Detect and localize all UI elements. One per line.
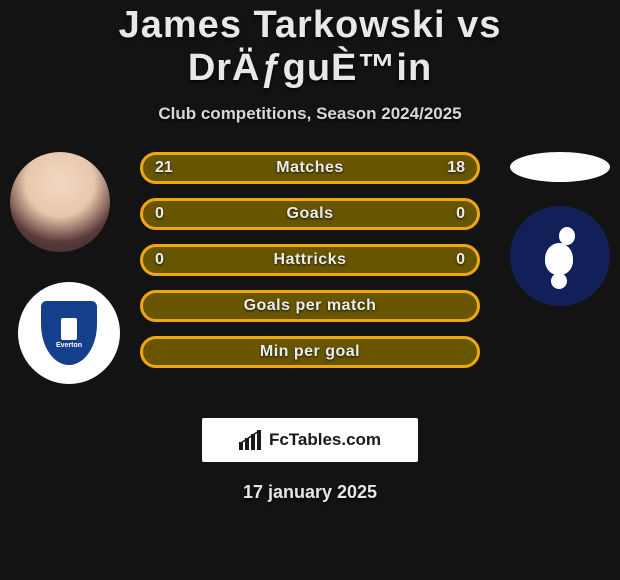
stat-row-goals-per-match: Goals per match — [140, 290, 480, 322]
stat-left-value: 21 — [155, 159, 173, 177]
everton-crest-icon: Everton — [41, 301, 97, 365]
stat-right-value: 0 — [456, 251, 465, 269]
stat-right-value: 0 — [456, 205, 465, 223]
stat-label: Hattricks — [274, 251, 347, 269]
stat-rows: 21 Matches 18 0 Goals 0 0 Hattricks 0 Go… — [140, 152, 480, 382]
club-badge-left: Everton — [18, 282, 120, 384]
brand-text: FcTables.com — [269, 430, 381, 450]
comparison-area: Everton 21 Matches 18 0 Goals 0 0 Hattri… — [0, 152, 620, 412]
stat-row-min-per-goal: Min per goal — [140, 336, 480, 368]
player-photo-left — [10, 152, 110, 252]
date-line: 17 january 2025 — [0, 482, 620, 503]
stat-row-goals: 0 Goals 0 — [140, 198, 480, 230]
stat-right-value: 18 — [447, 159, 465, 177]
stat-row-hattricks: 0 Hattricks 0 — [140, 244, 480, 276]
brand-box[interactable]: FcTables.com — [202, 418, 418, 462]
page-title: James Tarkowski vs DrÄƒguÈ™in — [0, 0, 620, 90]
stat-left-value: 0 — [155, 205, 164, 223]
everton-crest-label: Everton — [56, 342, 82, 349]
player-photo-right — [510, 152, 610, 182]
stat-label: Goals — [287, 205, 334, 223]
stat-label: Min per goal — [260, 343, 360, 361]
subtitle: Club competitions, Season 2024/2025 — [0, 104, 620, 124]
club-badge-right — [510, 206, 610, 306]
brand-chart-icon — [239, 430, 263, 450]
spurs-crest-icon — [535, 221, 585, 291]
stat-left-value: 0 — [155, 251, 164, 269]
stat-label: Goals per match — [244, 297, 377, 315]
stat-label: Matches — [276, 159, 344, 177]
stat-row-matches: 21 Matches 18 — [140, 152, 480, 184]
